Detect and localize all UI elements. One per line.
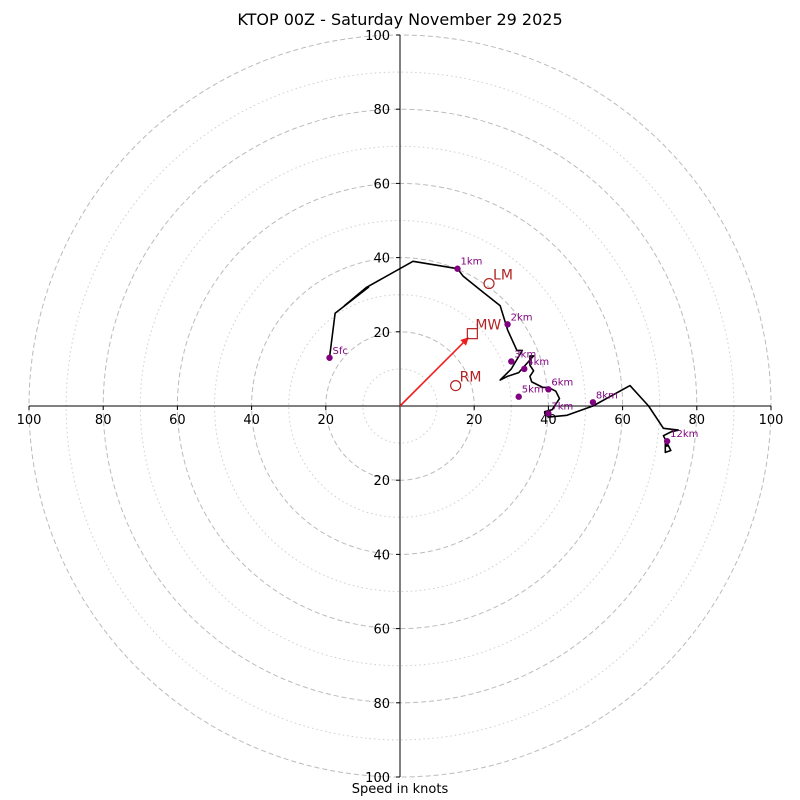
height-label: 3km: [514, 349, 536, 360]
height-label: 7km: [551, 401, 573, 412]
height-point: [521, 365, 528, 373]
height-point: [504, 321, 511, 328]
height-point: [326, 354, 333, 361]
height-point: [589, 399, 597, 406]
axis-ticks: 100 80 60 40 20 20 40 60 80 100100806040202040608…: [17, 29, 784, 786]
hodograph-trace: [328, 260, 680, 454]
height-label: 8km: [596, 390, 618, 401]
height-point: [545, 410, 552, 417]
left-mover-label: LM: [493, 268, 513, 284]
y-tick-label: 60: [373, 177, 390, 192]
right-mover-label: RM: [460, 370, 482, 386]
height-point: [454, 265, 461, 272]
y-tick-label: 80: [373, 103, 390, 118]
chart-title: KTOP 00Z - Saturday November 29 2025: [237, 10, 563, 29]
y-tick-label: 60: [373, 623, 390, 638]
x-tick-label: 80: [689, 413, 706, 428]
y-tick-label: 20: [373, 326, 390, 341]
x-tick-label: 100: [17, 413, 42, 428]
y-tick-label: 100: [365, 29, 390, 44]
height-label: 4km: [527, 357, 549, 368]
height-point: [515, 393, 522, 400]
y-tick-label: 40: [373, 548, 390, 563]
height-label: 6km: [551, 377, 573, 388]
y-tick-label: 20: [373, 474, 390, 489]
x-axis-label: Speed in knots: [351, 782, 449, 797]
height-label: 1km: [461, 257, 483, 268]
mean-wind-arrow: [399, 340, 466, 407]
x-tick-label: 80: [95, 413, 112, 428]
y-tick-label: 100: [365, 771, 390, 786]
x-tick-label: 60: [614, 413, 631, 428]
height-label: 2km: [511, 312, 533, 323]
left-mover-marker: [483, 277, 495, 290]
height-point: [663, 438, 671, 445]
x-tick-label: 20: [466, 413, 483, 428]
storm-motion-markers: MW LM RM: [399, 268, 513, 407]
x-tick-label: 40: [243, 413, 260, 428]
height-point: [508, 358, 515, 365]
mean-wind-marker: [466, 328, 478, 340]
x-tick-label: 100: [759, 413, 784, 428]
height-label: 5km: [522, 385, 544, 396]
mean-wind-label: MW: [475, 318, 501, 334]
x-tick-label: 20: [318, 413, 335, 428]
y-tick-label: 40: [373, 252, 390, 267]
mean-wind-arrowhead: [460, 337, 469, 346]
height-label: Sfc: [333, 346, 348, 357]
y-tick-label: 80: [373, 697, 390, 712]
right-mover-marker: [450, 379, 462, 392]
x-tick-label: 60: [169, 413, 186, 428]
height-label: 12km: [670, 429, 698, 440]
height-point: [545, 386, 552, 393]
